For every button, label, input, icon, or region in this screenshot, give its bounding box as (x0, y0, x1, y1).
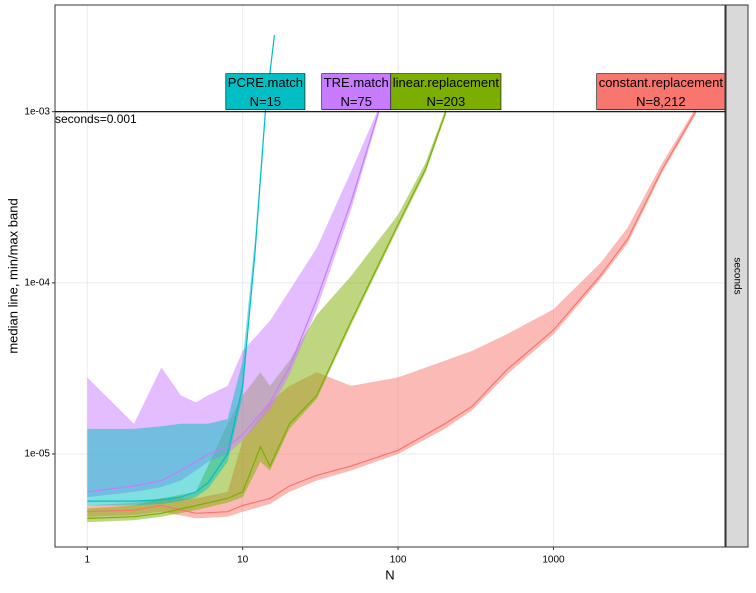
direct-label: linear.replacement N=203 (390, 73, 502, 110)
median-line (87, 111, 697, 514)
y-tick-label: 1e-03 (24, 106, 50, 117)
x-tick-label: 100 (390, 555, 407, 566)
median-line (87, 35, 275, 502)
labels: constant.replacement N=8,212 linear.replac… (225, 73, 726, 110)
label-box (321, 73, 392, 110)
series-count: N=203 (427, 94, 466, 109)
y-axis-title: median line, min/max band (5, 198, 20, 353)
bands (87, 32, 696, 523)
reference-label: seconds=0.001 (55, 112, 137, 126)
direct-label: constant.replacement N=8,212 (596, 73, 726, 110)
median-line (87, 111, 380, 493)
series-count: N=15 (250, 94, 281, 109)
median-line (87, 111, 447, 519)
x-tick-label: 1 (84, 555, 90, 566)
facet-label: seconds (731, 257, 742, 294)
y-tick-label: 1e-05 (24, 449, 50, 460)
lines (87, 35, 697, 519)
band (87, 32, 275, 506)
y-tick-label: 1e-04 (24, 277, 50, 288)
band (87, 108, 446, 523)
facet-strip (725, 4, 749, 548)
x-tick-label: 1000 (542, 555, 565, 566)
series-name: PCRE.match (228, 75, 303, 90)
panel-border (54, 4, 726, 548)
x-tick-label: 10 (237, 555, 249, 566)
series-name: linear.replacement (393, 75, 500, 90)
label-box (225, 73, 306, 110)
series-count: N=75 (340, 94, 371, 109)
series-name: constant.replacement (599, 75, 724, 90)
x-axis-title: N (385, 567, 394, 582)
band (87, 108, 696, 519)
band (87, 108, 379, 498)
series-name: TRE.match (324, 75, 389, 90)
direct-label: TRE.match N=75 (321, 73, 392, 110)
direct-label: PCRE.match N=15 (225, 73, 306, 110)
label-box (596, 73, 726, 110)
series-count: N=8,212 (636, 94, 686, 109)
